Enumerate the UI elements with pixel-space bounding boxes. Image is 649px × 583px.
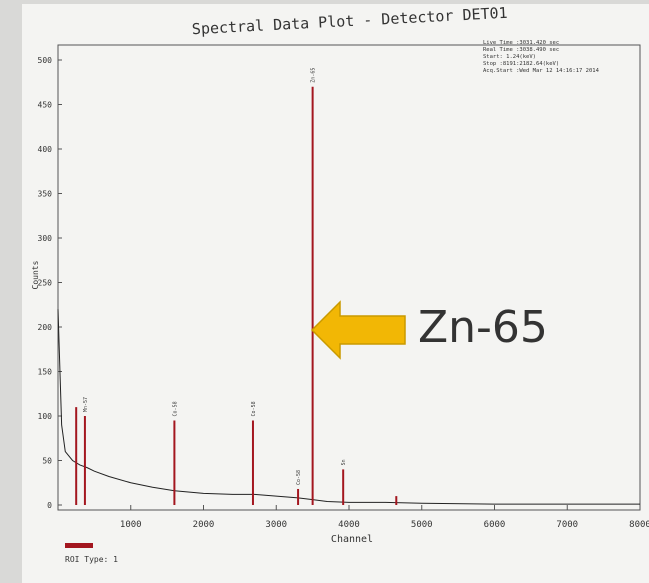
y-tick-label: 300 (38, 234, 53, 243)
y-tick-label: 200 (38, 323, 53, 332)
x-tick-label: 8000 (629, 520, 649, 530)
peak-label: Mn-57 (83, 397, 89, 412)
y-tick-label: 150 (38, 368, 53, 377)
y-tick-label: 350 (38, 190, 53, 199)
paper (22, 4, 649, 583)
y-tick-label: 400 (38, 145, 53, 154)
x-tick-label: 2000 (193, 520, 215, 530)
info-line: Start: 1.24(keV) (483, 54, 536, 60)
y-tick-label: 0 (47, 501, 52, 510)
peak-label: Sn (341, 459, 347, 465)
y-tick-label: 250 (38, 279, 53, 288)
spectrum-line (57, 309, 640, 505)
x-tick-label: 7000 (556, 520, 578, 530)
peak-label: Co-58 (172, 401, 178, 416)
y-tick-label: 100 (38, 412, 53, 421)
x-tick-label: 1000 (120, 520, 142, 530)
info-line: Live Time :3031.420 sec (483, 40, 559, 46)
annotation: Zn-65 (418, 302, 548, 353)
info-line: Real Time :3038.490 sec (483, 47, 559, 53)
annotation-arrow (310, 300, 406, 360)
peak-label: Zn-65 (311, 68, 317, 83)
y-axis-title: Counts (31, 260, 40, 289)
x-tick-label: 5000 (411, 520, 433, 530)
legend-label: ROI Type: 1 (65, 555, 118, 564)
x-tick-label: 6000 (484, 520, 506, 530)
peak-label: Co-58 (251, 401, 257, 416)
y-tick-label: 50 (42, 457, 52, 466)
info-line: Acq.Start :Wed Mar 12 14:16:17 2014 (483, 68, 600, 74)
x-axis-title: Channel (331, 534, 373, 545)
peak-label: Co-58 (296, 470, 302, 485)
x-tick-label: 3000 (265, 520, 287, 530)
info-line: Stop :8191:2182.64(keV) (483, 61, 559, 67)
x-tick-label: 4000 (338, 520, 360, 530)
legend-swatch (65, 543, 93, 548)
y-tick-label: 500 (38, 56, 53, 65)
y-tick-label: 450 (38, 101, 53, 110)
